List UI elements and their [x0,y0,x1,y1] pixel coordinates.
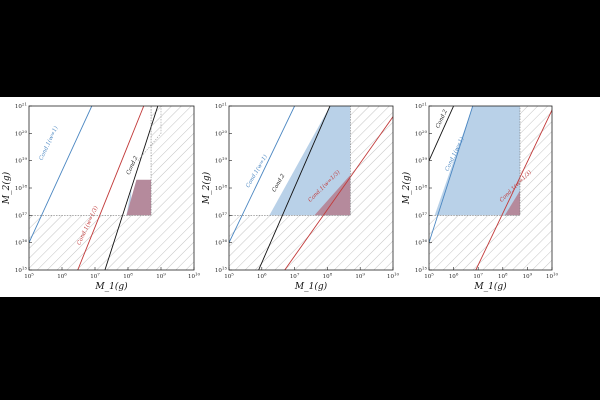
y-tick-label: 1016 [15,238,28,247]
x-tick-label: 109 [156,272,166,281]
threshold-line [137,106,162,161]
x-tick-label: 106 [57,272,67,281]
allowed-region-red [504,190,520,216]
y-tick-label: 1019 [415,156,428,165]
x-tick-label: 109 [355,272,365,281]
x-tick-label: 1010 [546,272,559,281]
y-tick-label: 1021 [415,102,427,111]
y-tick-label: 1015 [15,266,28,275]
allowed-region-red [314,174,351,216]
series-line-1 [258,106,331,270]
x-tick-label: 105 [424,272,434,281]
y-tick-label: 1018 [215,184,228,193]
series-line-0 [429,106,455,161]
y-tick-label: 1021 [15,102,27,111]
y-tick-label: 1020 [415,129,428,138]
x-tick-label: 1010 [188,272,201,281]
x-tick-label: 107 [90,272,100,281]
x-tick-label: 107 [290,272,300,281]
hatched-region-right [151,106,194,270]
plot-area [229,106,393,270]
x-tick-label: 106 [257,272,267,281]
y-tick-label: 1016 [215,238,228,247]
series-line-0 [229,106,296,243]
series-label: Cond.1(w=1) [244,154,269,189]
y-tick-label: 1019 [215,156,228,165]
series-line-2 [475,109,552,270]
y-axis-label: M_2(g) [1,171,12,205]
x-tick-label: 108 [323,272,333,281]
y-tick-label: 1016 [415,238,428,247]
x-tick-label: 105 [24,272,34,281]
allowed-region-red [126,179,152,216]
y-tick-label: 1017 [415,211,428,220]
x-axis-label: M_1(g) [94,281,128,292]
x-axis-label: M_1(g) [294,281,328,292]
y-tick-label: 1020 [15,129,28,138]
y-tick-label: 1018 [15,184,28,193]
hatched-region-right [519,106,552,270]
y-tick-label: 1017 [15,211,28,220]
y-axis-label: M_2(g) [201,171,212,205]
series-label: Cond.2 [126,155,140,176]
plot-area [29,106,194,270]
y-tick-label: 1020 [215,129,228,138]
x-tick-label: 108 [498,272,508,281]
x-tick-label: 106 [449,272,459,281]
series-line-2 [284,115,393,270]
series-line-1 [429,106,474,243]
y-tick-label: 1017 [215,211,228,220]
x-tick-label: 108 [123,272,133,281]
x-tick-label: 107 [473,272,483,281]
hatched-region-right [350,106,393,270]
series-line-1 [104,106,159,270]
x-axis-label: M_1(g) [473,281,507,292]
y-tick-label: 1015 [215,266,228,275]
allowed-region-blue [434,106,520,216]
series-line-0 [29,106,93,243]
x-tick-label: 1010 [387,272,400,281]
allowed-region-blue [269,106,351,216]
threshold-line [29,106,152,216]
series-line-2 [77,106,145,270]
series-label: Cond.1(w=1) [38,125,60,161]
plot-area [429,106,552,270]
x-tick-label: 109 [523,272,533,281]
y-tick-label: 1015 [415,266,428,275]
y-tick-label: 1019 [15,156,28,165]
threshold-line [429,106,521,216]
y-tick-label: 1021 [215,102,227,111]
y-axis-label: M_2(g) [401,171,412,205]
x-tick-label: 105 [224,272,234,281]
chart-panel-2: Cond.1(w=1) Cond.2 Cond.1(w=1/3)105 106 107 1… [201,102,400,293]
series-label: Cond.2 [435,108,449,129]
y-tick-label: 1018 [415,184,428,193]
